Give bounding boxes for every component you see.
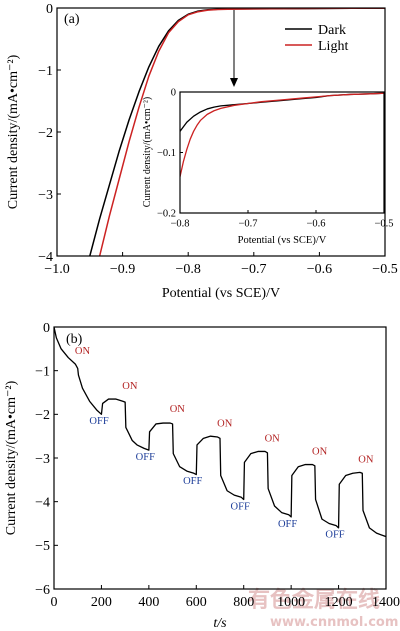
panel-a-x-tick-label: −0.6 — [307, 262, 332, 277]
panel-a-plot-area — [89, 8, 385, 256]
panel-b-x-tick-label: 1000 — [277, 595, 305, 610]
inset-y-ticks: 0 −0.1 −0.2 — [157, 88, 183, 220]
inset-y-tick-label: −0.1 — [157, 148, 176, 159]
watermark-cn: 有色金属在线 — [248, 587, 380, 613]
annotation-off: OFF — [183, 476, 202, 487]
panel-a-y-tick-label: −3 — [38, 188, 53, 203]
panel-b-label: (b) — [66, 332, 83, 347]
panel-a-x-axis-label: Potential (vs SCE)/V — [162, 286, 280, 301]
panel-a-x-tick-label: −1.0 — [44, 262, 69, 277]
panel-a-legend: Dark Light — [285, 23, 348, 54]
inset-background — [180, 92, 384, 213]
panel-a-y-tick-label: 0 — [46, 2, 53, 17]
inset-y-tick-label: −0.2 — [157, 209, 176, 220]
panel-a-x-tick-label: −0.7 — [241, 262, 266, 277]
inset-y-tick-label: 0 — [171, 88, 176, 99]
annotation-off: OFF — [89, 416, 108, 427]
panel-b-y-tick-label: −5 — [35, 539, 50, 554]
annotation-on: ON — [122, 381, 138, 392]
panel-b-x-axis-label: t/s — [213, 616, 227, 631]
panel-a-x-tick-label: −0.9 — [110, 262, 135, 277]
panel-a-y-tick-label: −2 — [38, 126, 53, 141]
panel-b-frame — [53, 326, 387, 590]
panel-b-x-tick-label: 800 — [233, 595, 254, 610]
panel-a-y-tick-label: −4 — [38, 250, 53, 265]
panel-a-x-tick-label: −0.5 — [372, 262, 397, 277]
panel-b-annotations: ON OFF ON OFF ON OFF ON OFF ON OFF ON OFF ON — [75, 346, 374, 540]
panel-b-y-tick-label: 0 — [43, 321, 50, 336]
annotation-on: ON — [170, 404, 186, 415]
panel-a-frame — [56, 7, 386, 257]
annotation-on: ON — [265, 433, 281, 444]
panel-b-x-ticks: 0 200 400 600 800 1000 1200 1400 — [51, 585, 400, 610]
annotation-off: OFF — [136, 452, 155, 463]
annotation-on: ON — [75, 346, 91, 357]
annotation-off: OFF — [231, 502, 250, 513]
inset-x-tick-label: −0.5 — [374, 219, 393, 230]
annotation-on: ON — [358, 454, 374, 465]
panel-a-x-ticks: −1.0 −0.9 −0.8 −0.7 −0.6 −0.5 — [44, 252, 398, 277]
annotation-off: OFF — [278, 519, 297, 530]
watermark-url: www.cnnmol.com — [270, 615, 398, 630]
panel-b-y-tick-label: −4 — [35, 496, 50, 511]
panel-b-y-tick-label: −2 — [35, 408, 50, 423]
panel-b-x-tick-label: 200 — [91, 595, 112, 610]
panel-b-x-tick-label: 0 — [51, 595, 58, 610]
panel-b-y-tick-label: −3 — [35, 452, 50, 467]
inset-frame — [179, 91, 385, 214]
panel-a-series-light-line — [98, 8, 385, 256]
panel-a-x-tick-label: −0.8 — [175, 262, 200, 277]
panel-b-x-tick-label: 600 — [186, 595, 207, 610]
legend-dark-label: Dark — [318, 23, 346, 38]
panel-a-y-tick-label: −1 — [38, 64, 53, 79]
inset-x-axis-label: Potential (vs SCE)/V — [238, 235, 327, 246]
panel-b: ON OFF ON OFF ON OFF ON OFF ON OFF ON OFF ON 0 200 400… — [4, 321, 400, 631]
panel-a: −1.0 −0.9 −0.8 −0.7 −0.6 −0.5 0 −1 −2 −3 −4 (a) P… — [6, 2, 398, 301]
legend-light-label: Light — [318, 39, 348, 54]
panel-a-inset: −0.8 −0.7 −0.6 −0.5 0 −0.1 −0.2 Potential (vs… — [142, 88, 394, 246]
panel-b-y-axis-label: Current density/(mA•cm⁻²) — [4, 380, 19, 535]
watermark: 有色金属在线 www.cnnmol.com — [248, 587, 398, 630]
annotation-on: ON — [312, 447, 328, 458]
inset-x-tick-label: −0.7 — [238, 219, 257, 230]
annotation-off: OFF — [325, 529, 344, 540]
panel-b-x-tick-label: 1200 — [325, 595, 353, 610]
panel-b-series-0-line — [54, 327, 386, 538]
inset-pointer-arrow — [230, 10, 238, 87]
annotation-on: ON — [217, 419, 233, 430]
inset-y-axis-label: Current density/(mA•cm⁻²) — [142, 97, 153, 207]
panel-b-y-tick-label: −1 — [35, 365, 50, 380]
panel-b-y-tick-label: −6 — [35, 583, 50, 598]
panel-b-x-tick-label: 1400 — [372, 595, 400, 610]
panel-a-y-axis-label: Current density/(mA•cm⁻²) — [6, 54, 21, 209]
panel-a-label: (a) — [64, 12, 80, 27]
inset-plot-area — [180, 92, 384, 177]
panel-b-x-tick-label: 400 — [138, 595, 159, 610]
panel-b-y-ticks: 0 −1 −2 −3 −4 −5 −6 — [35, 321, 58, 598]
inset-x-tick-label: −0.6 — [306, 219, 325, 230]
inset-x-tick-label: −0.8 — [170, 219, 189, 230]
panel-b-plot-area — [54, 327, 386, 538]
inset-series-light-line — [180, 92, 384, 177]
